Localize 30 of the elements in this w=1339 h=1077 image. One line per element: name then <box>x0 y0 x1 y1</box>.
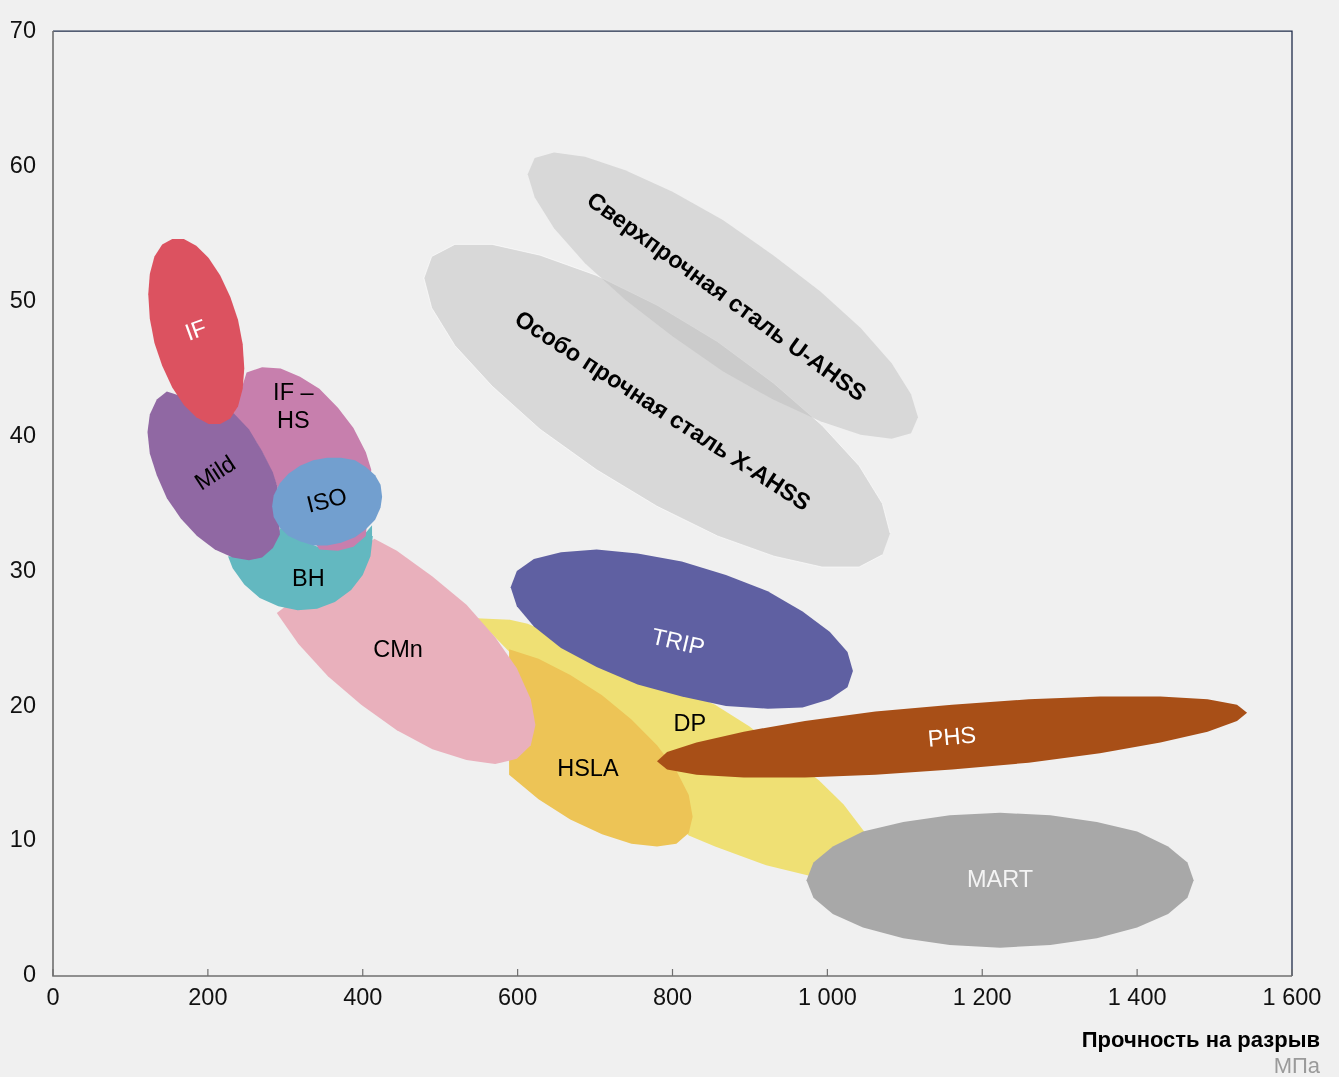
series-label: MART <box>966 865 1034 892</box>
x-tick-label: 1 200 <box>952 983 1012 1010</box>
x-tick-label: 0 <box>46 983 60 1010</box>
x-tick-label: 1 600 <box>1262 983 1322 1010</box>
y-tick-label: 50 <box>9 286 36 313</box>
text: МПа <box>1273 1053 1320 1077</box>
series-label: Mild <box>189 449 241 496</box>
y-tick-label: 10 <box>9 826 36 853</box>
series-label: TRIP <box>649 622 708 661</box>
x-tick-label: 800 <box>652 983 693 1010</box>
series-label: CMn <box>373 635 423 662</box>
series-label: ISO <box>303 482 350 518</box>
series-label: IF – HS <box>273 379 315 434</box>
x-tick-label: 400 <box>343 983 383 1010</box>
x-tick-label: 1 000 <box>797 983 857 1010</box>
x-tick-label: 600 <box>498 983 538 1010</box>
y-tick-label: 40 <box>9 421 36 448</box>
y-tick-label: 60 <box>9 151 36 178</box>
x-tick-label: 200 <box>188 983 228 1010</box>
y-tick-label: 30 <box>9 556 36 583</box>
y-tick-label: 0 <box>22 961 36 988</box>
series-label: DP <box>673 709 707 736</box>
series-label: IF <box>181 314 210 346</box>
x-tick-label: 1 400 <box>1107 983 1167 1010</box>
y-tick-label: 20 <box>9 691 36 718</box>
x-axis-title: Прочность на разрыв <box>1081 1027 1320 1052</box>
y-tick-label: 70 <box>9 16 36 43</box>
series-label: PHS <box>926 721 978 752</box>
series-label: BH <box>292 565 325 592</box>
series-label: HSLA <box>557 755 619 782</box>
